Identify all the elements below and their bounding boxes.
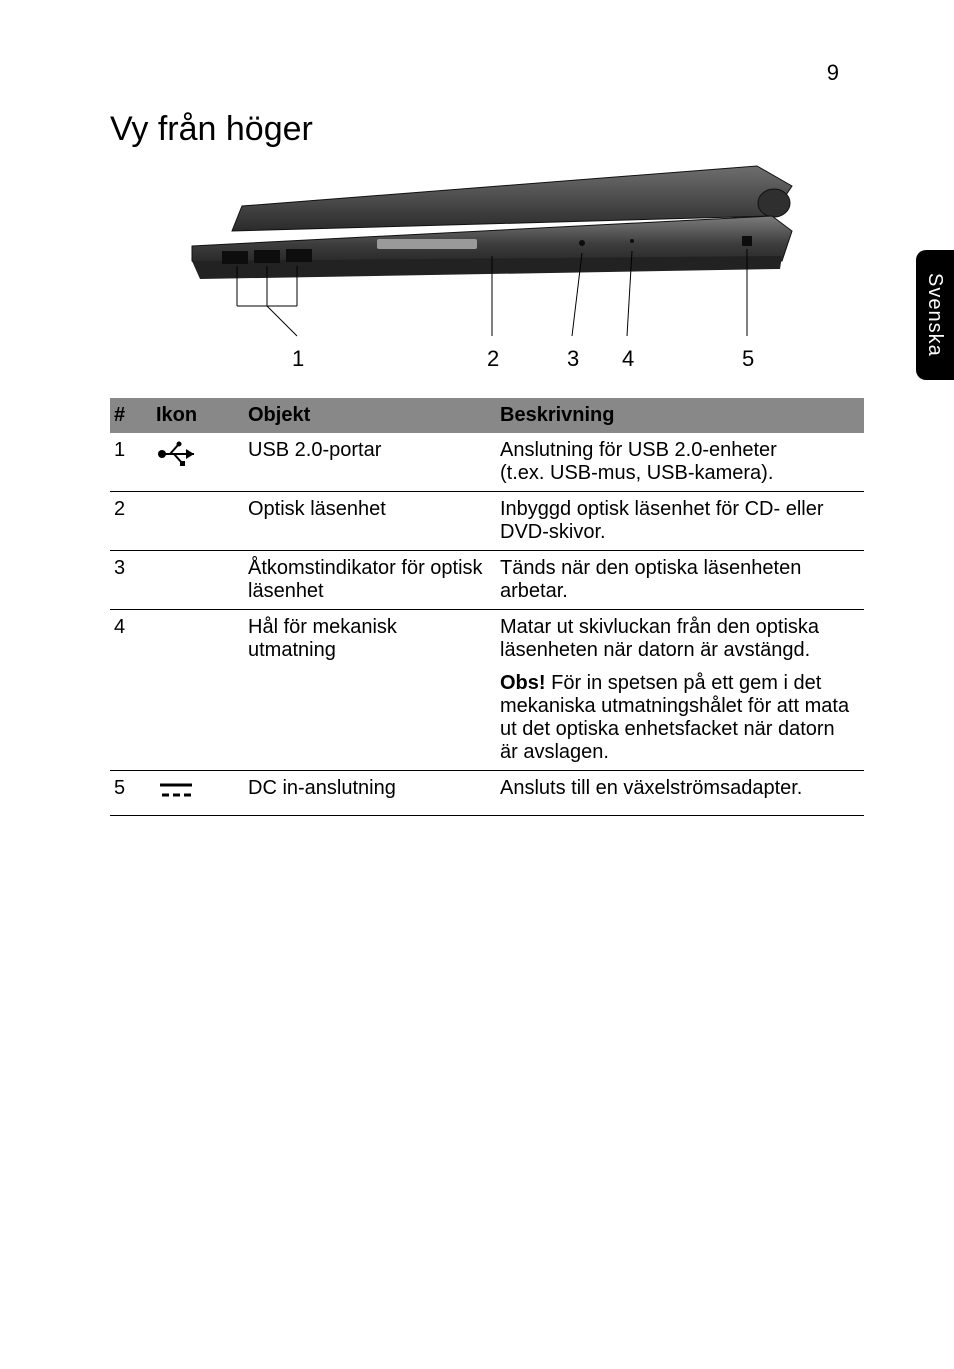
cell-icon <box>152 771 244 816</box>
callout-1: 1 <box>292 346 304 372</box>
desc-note-bold: Obs! <box>500 672 546 694</box>
desc-line: Tänds när den optiska läsenheten arbetar… <box>500 557 801 602</box>
ports-table: # Ikon Objekt Beskrivning 1 <box>110 398 864 816</box>
cell-num: 1 <box>110 433 152 492</box>
cell-desc: Tänds när den optiska läsenheten arbetar… <box>496 551 864 610</box>
cell-desc: Ansluts till en växelströmsadapter. <box>496 771 864 816</box>
usb-icon <box>156 439 198 469</box>
table-end-rule <box>110 816 864 817</box>
desc-note-rest: För in spetsen på ett gem i det mekanisk… <box>500 672 849 763</box>
cell-desc: Inbyggd optisk läsenhet för CD- eller DV… <box>496 492 864 551</box>
language-tab: Svenska <box>916 250 954 380</box>
callout-5: 5 <box>742 346 754 372</box>
cell-object: Åtkomstindikator för optisk läsenhet <box>244 551 496 610</box>
page-title: Vy från höger <box>110 110 854 149</box>
cell-num: 2 <box>110 492 152 551</box>
callout-2: 2 <box>487 346 499 372</box>
document-page: 9 Vy från höger <box>0 0 954 1369</box>
cell-desc: Anslutning för USB 2.0-enheter (t.ex. US… <box>496 433 864 492</box>
th-desc: Beskrivning <box>496 398 864 433</box>
cell-num: 3 <box>110 551 152 610</box>
callout-4: 4 <box>622 346 634 372</box>
dc-power-icon <box>156 777 196 803</box>
th-object: Objekt <box>244 398 496 433</box>
th-num: # <box>110 398 152 433</box>
cell-object: Optisk läsenhet <box>244 492 496 551</box>
desc-line: Inbyggd optisk läsenhet för CD- eller DV… <box>500 498 824 543</box>
cell-object: Hål för mekanisk utmatning <box>244 610 496 771</box>
page-number: 9 <box>827 60 839 86</box>
th-icon: Ikon <box>152 398 244 433</box>
desc-line: (t.ex. USB-mus, USB-kamera). <box>500 462 773 484</box>
desc-line: Anslutning för USB 2.0-enheter <box>500 439 777 461</box>
table-row: 4 Hål för mekanisk utmatning Matar ut sk… <box>110 610 864 771</box>
callout-numbers: 1 2 3 4 5 <box>152 346 802 378</box>
cell-icon <box>152 492 244 551</box>
desc-line: Ansluts till en växelströmsadapter. <box>500 777 802 799</box>
table-row: 2 Optisk läsenhet Inbyggd optisk läsenhe… <box>110 492 864 551</box>
desc-line: Matar ut skivluckan från den optiska läs… <box>500 616 856 662</box>
table-header-row: # Ikon Objekt Beskrivning <box>110 398 864 433</box>
table-row: 1 USB 2.0-portar Anslutning för USB 2.0-… <box>110 433 864 492</box>
cell-object: USB 2.0-portar <box>244 433 496 492</box>
desc-note: Obs! För in spetsen på ett gem i det mek… <box>500 672 856 764</box>
product-figure: 1 2 3 4 5 <box>152 161 802 378</box>
callout-3: 3 <box>567 346 579 372</box>
cell-icon <box>152 433 244 492</box>
cell-num: 5 <box>110 771 152 816</box>
cell-icon <box>152 610 244 771</box>
table-row: 3 Åtkomstindikator för optisk läsenhet T… <box>110 551 864 610</box>
table-row: 5 DC in-anslutning Ansluts till en växel… <box>110 771 864 816</box>
cell-icon <box>152 551 244 610</box>
cell-object: DC in-anslutning <box>244 771 496 816</box>
cell-desc: Matar ut skivluckan från den optiska läs… <box>496 610 864 771</box>
laptop-side-illustration <box>152 161 802 341</box>
cell-num: 4 <box>110 610 152 771</box>
